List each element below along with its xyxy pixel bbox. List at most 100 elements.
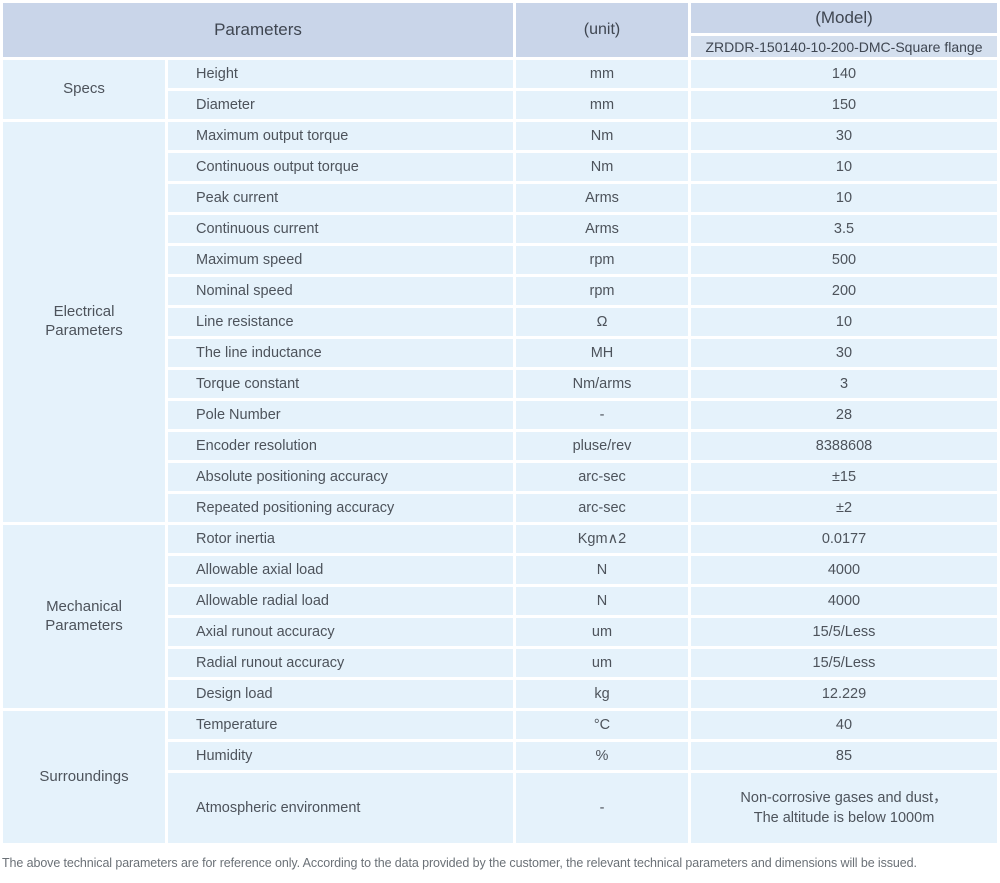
table-row: Specs Height mm 140 bbox=[3, 60, 997, 119]
table-row: Mechanical Parameters Rotor inertia Kgm∧2 0.… bbox=[3, 525, 997, 708]
parameter-name-cell: Torque constant bbox=[168, 370, 513, 398]
parameter-name-cell: Nominal speed bbox=[168, 277, 513, 305]
model-name: ZRDDR-150140-10-200-DMC-Square flange bbox=[691, 36, 997, 57]
value-cell: 0.0177 bbox=[691, 525, 997, 553]
unit-cell: Kgm∧2 bbox=[516, 525, 688, 553]
column-header-model: (Model) bbox=[691, 3, 997, 33]
parameter-name-cell: Atmospheric environment bbox=[168, 773, 513, 843]
value-cell: 3.5 bbox=[691, 215, 997, 243]
table-row: Maximum speed rpm 500 bbox=[3, 246, 997, 274]
table-row: Absolute positioning accuracy arc-sec ±15 bbox=[3, 463, 997, 491]
table-row: Atmospheric environment - Non-corrosive ga… bbox=[3, 773, 997, 843]
parameter-name-cell: Maximum output torque bbox=[168, 122, 513, 150]
value-cell: Non-corrosive gases and dust， The altitud… bbox=[691, 773, 997, 843]
table-row: Electrical Parameters Maximum output torqu… bbox=[3, 122, 997, 522]
table-row: Allowable radial load N 4000 bbox=[3, 587, 997, 615]
value-cell: 28 bbox=[691, 401, 997, 429]
table-row: Continuous current Arms 3.5 bbox=[3, 215, 997, 243]
parameter-name-cell: The line inductance bbox=[168, 339, 513, 367]
unit-cell: um bbox=[516, 649, 688, 677]
column-header-parameters: Parameters bbox=[3, 3, 513, 57]
group-label: Specs bbox=[3, 60, 165, 119]
value-cell: ±15 bbox=[691, 463, 997, 491]
unit-cell: Nm bbox=[516, 122, 688, 150]
value-cell: 10 bbox=[691, 184, 997, 212]
value-cell: 3 bbox=[691, 370, 997, 398]
group-label: Mechanical Parameters bbox=[3, 525, 165, 708]
table-row: Repeated positioning accuracy arc-sec ±2 bbox=[3, 494, 997, 522]
column-header-unit: (unit) bbox=[516, 3, 688, 57]
unit-cell: Nm/arms bbox=[516, 370, 688, 398]
table-row: Humidity% 85 bbox=[3, 742, 997, 770]
table-row: Pole Number -28 bbox=[3, 401, 997, 429]
parameter-name-cell: Pole Number bbox=[168, 401, 513, 429]
parameter-name-cell: Continuous current bbox=[168, 215, 513, 243]
spec-table: Parameters (unit) (Model) ZRDDR-150140-1… bbox=[3, 3, 997, 843]
table-row: Axial runout accuracy um 15/5/Less bbox=[3, 618, 997, 646]
unit-cell: pluse/rev bbox=[516, 432, 688, 460]
parameter-name-cell: Humidity bbox=[168, 742, 513, 770]
value-cell: 200 bbox=[691, 277, 997, 305]
value-cell: 8388608 bbox=[691, 432, 997, 460]
footer-note: The above technical parameters are for r… bbox=[2, 856, 917, 870]
parameter-name-cell: Radial runout accuracy bbox=[168, 649, 513, 677]
value-cell: 15/5/Less bbox=[691, 618, 997, 646]
parameter-name-cell: Absolute positioning accuracy bbox=[168, 463, 513, 491]
group-label: Surroundings bbox=[3, 711, 165, 843]
value-cell: 85 bbox=[691, 742, 997, 770]
table-row: The line inductance MH 30 bbox=[3, 339, 997, 367]
parameter-name-cell: Allowable axial load bbox=[168, 556, 513, 584]
unit-cell: kg bbox=[516, 680, 688, 708]
value-cell: ±2 bbox=[691, 494, 997, 522]
value-line: Non-corrosive gases and dust， bbox=[740, 789, 948, 806]
header-row: Parameters (unit) (Model) bbox=[3, 3, 997, 57]
table-row: Surroundings Temperature °C 40 bbox=[3, 711, 997, 843]
value-cell: 500 bbox=[691, 246, 997, 274]
unit-cell: °C bbox=[516, 711, 688, 739]
value-cell: 30 bbox=[691, 122, 997, 150]
parameter-name-cell: Allowable radial load bbox=[168, 587, 513, 615]
unit-cell: % bbox=[516, 742, 688, 770]
unit-cell: arc-sec bbox=[516, 463, 688, 491]
value-cell: 140 bbox=[691, 60, 997, 88]
table-row: Radial runout accuracy um 15/5/Less bbox=[3, 649, 997, 677]
value-cell: 12.229 bbox=[691, 680, 997, 708]
unit-cell: mm bbox=[516, 91, 688, 119]
unit-cell: - bbox=[516, 401, 688, 429]
unit-cell: Ω bbox=[516, 308, 688, 336]
unit-cell: - bbox=[516, 773, 688, 843]
unit-cell: Arms bbox=[516, 184, 688, 212]
unit-cell: N bbox=[516, 587, 688, 615]
value-cell: 15/5/Less bbox=[691, 649, 997, 677]
parameter-name-cell: Maximum speed bbox=[168, 246, 513, 274]
group-label-line: Parameters bbox=[45, 616, 123, 634]
value-cell: 150 bbox=[691, 91, 997, 119]
parameter-name-cell: Encoder resolution bbox=[168, 432, 513, 460]
model-row: ZRDDR-150140-10-200-DMC-Square flange bbox=[3, 36, 997, 57]
unit-cell: Nm bbox=[516, 153, 688, 181]
parameter-name-cell: Peak current bbox=[168, 184, 513, 212]
value-cell: 10 bbox=[691, 153, 997, 181]
parameter-name-cell: Temperature bbox=[168, 711, 513, 739]
table-body: Specs Height mm 140 Diameter mm 150 Electrical P… bbox=[3, 60, 997, 843]
parameter-name-cell: Design load bbox=[168, 680, 513, 708]
parameter-name-cell: Height bbox=[168, 60, 513, 88]
unit-cell: rpm bbox=[516, 277, 688, 305]
parameter-name-cell: Rotor inertia bbox=[168, 525, 513, 553]
table-row: Encoder resolution pluse/rev 8388608 bbox=[3, 432, 997, 460]
unit-cell: Arms bbox=[516, 215, 688, 243]
group-label-line: Mechanical bbox=[46, 597, 122, 615]
group-label: Electrical Parameters bbox=[3, 122, 165, 522]
group-label-line: Electrical bbox=[53, 303, 115, 321]
group-label-line: Surroundings bbox=[39, 767, 129, 785]
table-row: Line resistance Ω 10 bbox=[3, 308, 997, 336]
table-row: Allowable axial load N 4000 bbox=[3, 556, 997, 584]
parameter-name-cell: Line resistance bbox=[168, 308, 513, 336]
parameter-name-cell: Continuous output torque bbox=[168, 153, 513, 181]
table-row: Nominal speed rpm 200 bbox=[3, 277, 997, 305]
group-label-line: Parameters bbox=[45, 322, 123, 339]
value-line: The altitude is below 1000m bbox=[753, 810, 935, 826]
table-row: Torque constant Nm/arms 3 bbox=[3, 370, 997, 398]
unit-cell: arc-sec bbox=[516, 494, 688, 522]
value-cell: 30 bbox=[691, 339, 997, 367]
